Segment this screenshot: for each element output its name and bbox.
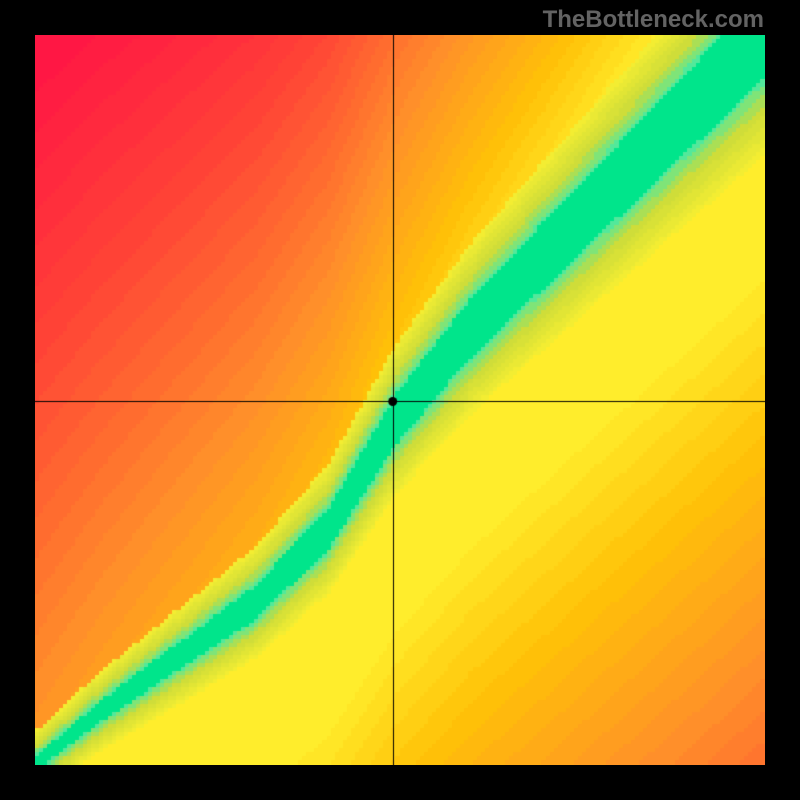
chart-stage: TheBottleneck.com <box>0 0 800 800</box>
bottleneck-heatmap <box>35 35 765 765</box>
watermark-label: TheBottleneck.com <box>543 6 764 34</box>
